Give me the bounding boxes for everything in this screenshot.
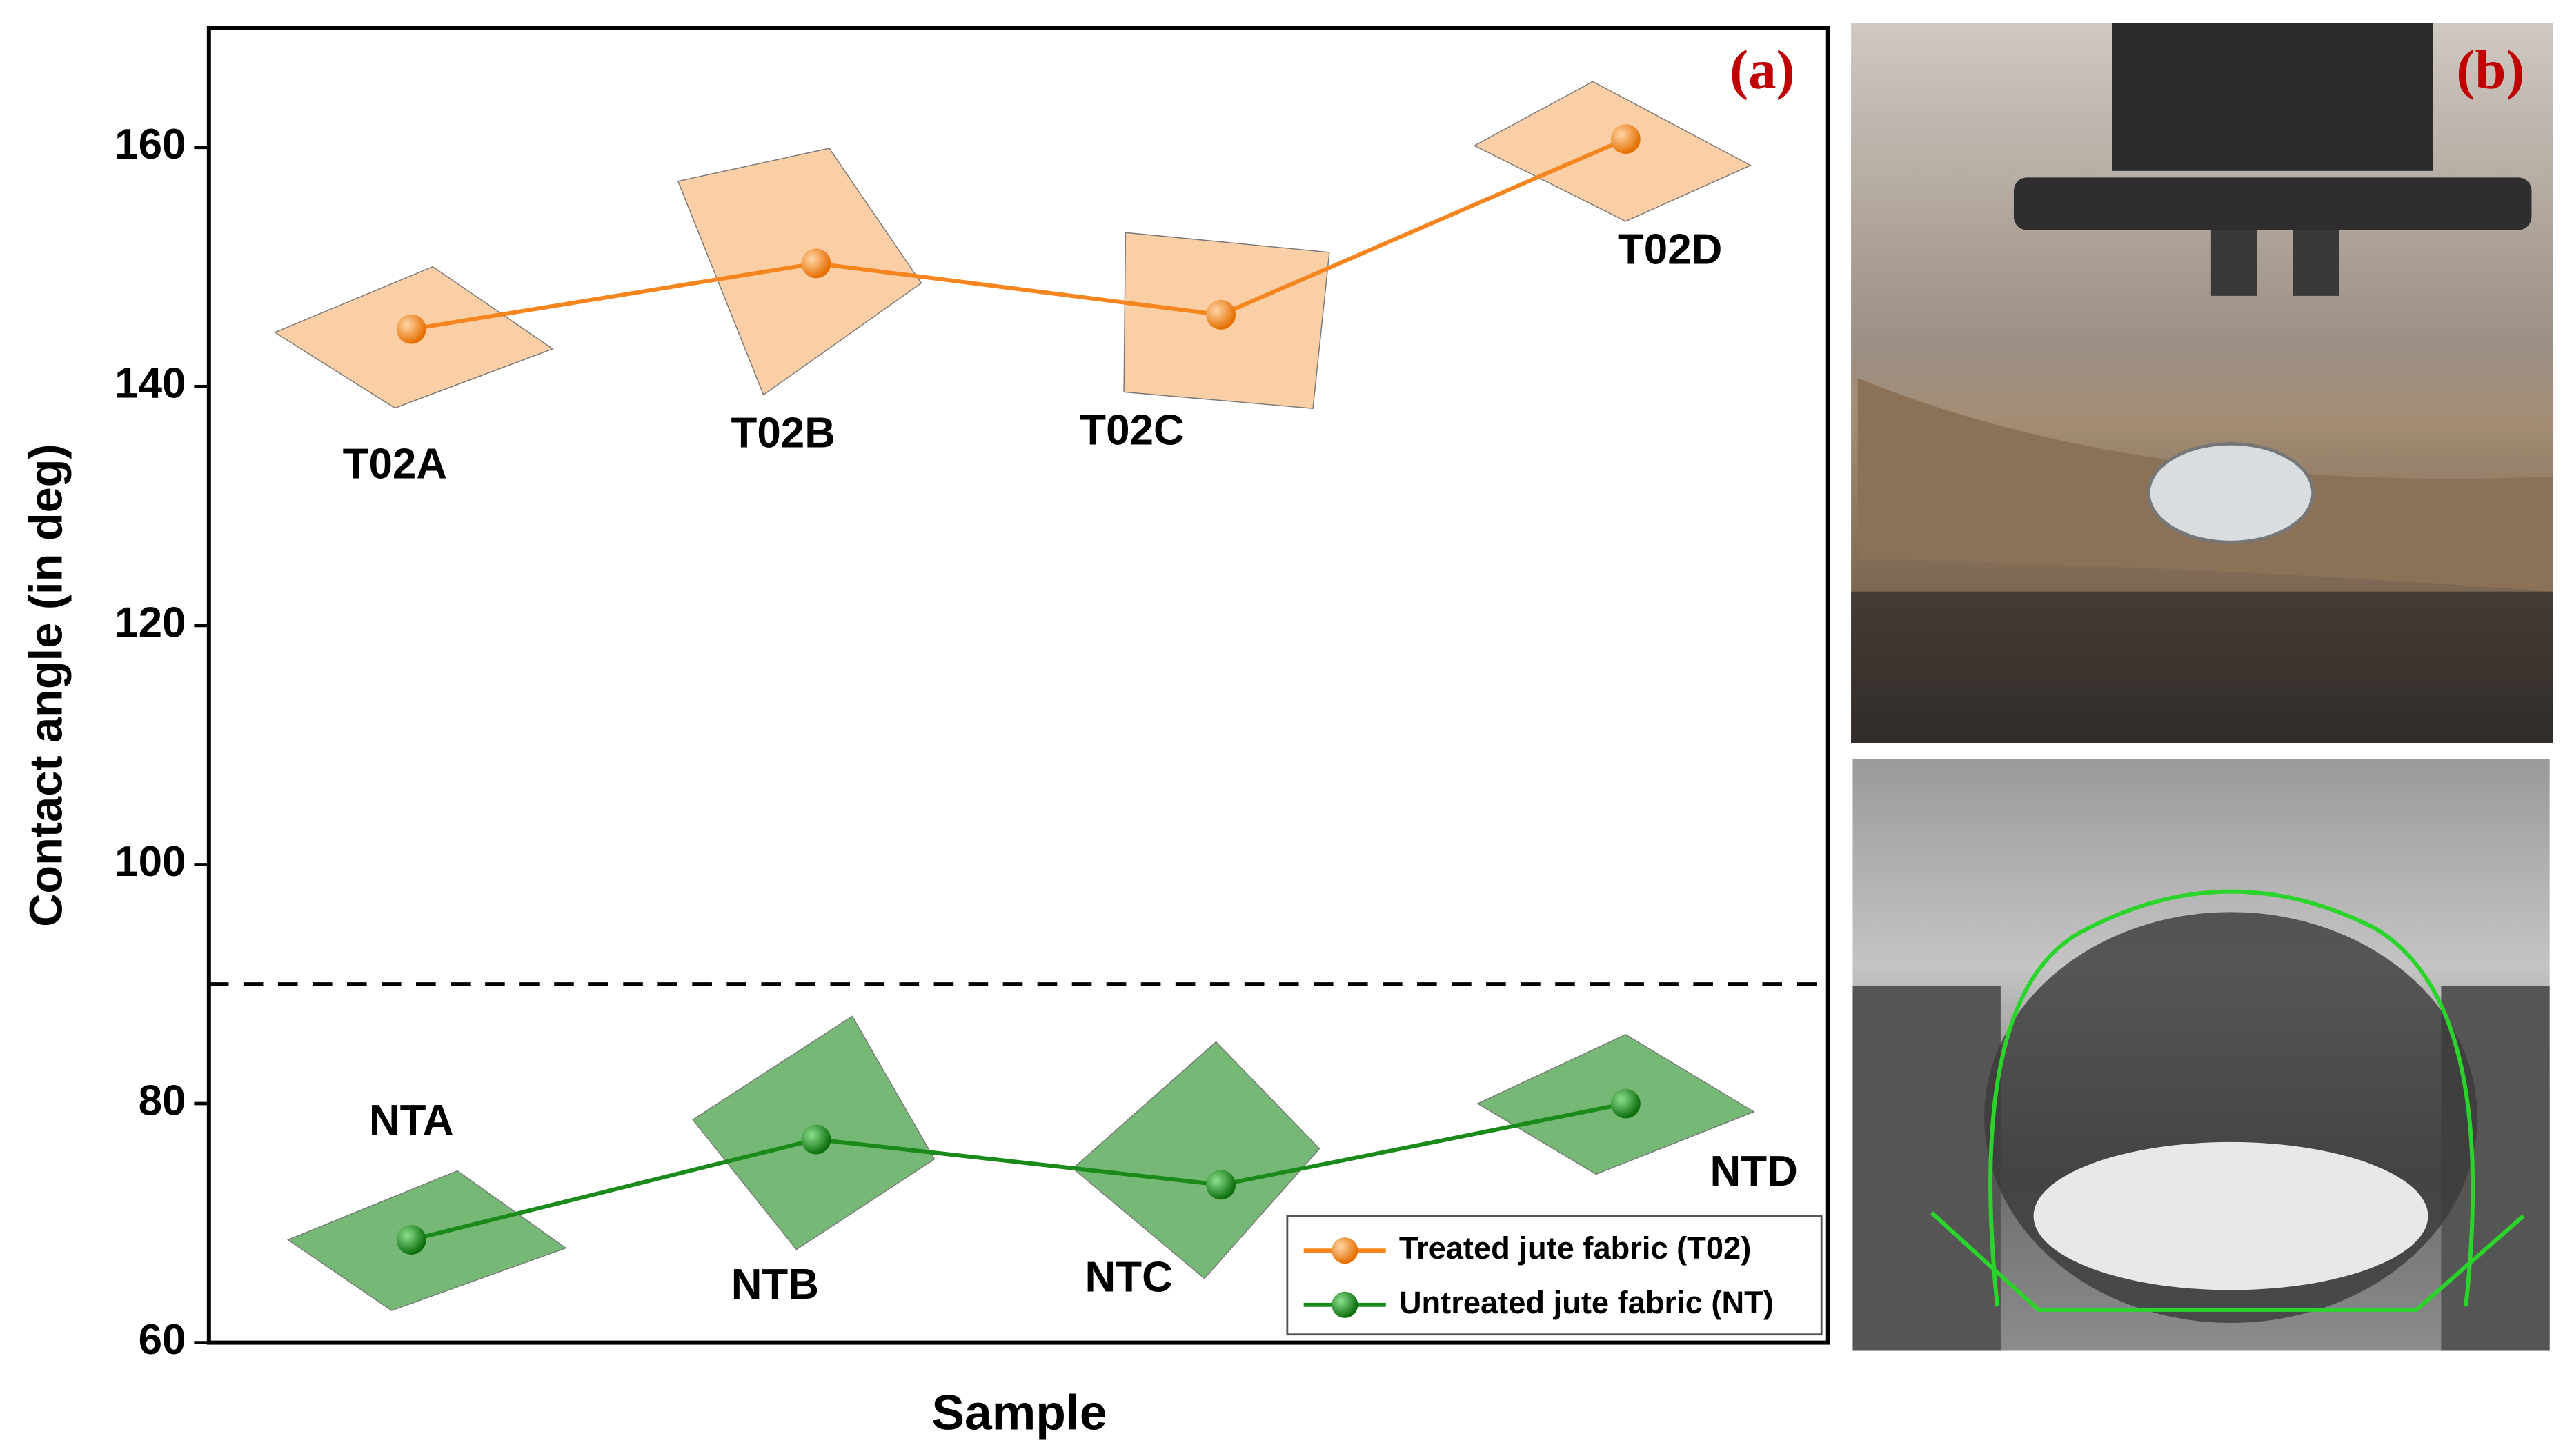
highlight-diamond bbox=[1473, 81, 1752, 222]
plot: 60 80 100 120 140 160 T02A T02B T02C T02D NTA NTB NT… bbox=[115, 81, 1828, 1364]
point bbox=[1610, 1088, 1641, 1119]
point bbox=[396, 1225, 426, 1255]
legend-marker bbox=[1332, 1291, 1358, 1318]
point bbox=[801, 248, 831, 279]
point-label: NTC bbox=[1085, 1253, 1173, 1301]
point-label: T02A bbox=[343, 441, 447, 488]
photo-top bbox=[1851, 23, 2553, 743]
legend: Treated jute fabric (T02) Untreated jute … bbox=[1286, 1215, 1823, 1336]
point bbox=[801, 1124, 831, 1155]
y-tick-label: 160 bbox=[115, 121, 186, 168]
y-tick-label: 80 bbox=[139, 1077, 186, 1124]
y-tick-label: 60 bbox=[139, 1316, 186, 1364]
legend-marker bbox=[1332, 1237, 1358, 1264]
point-label: T02B bbox=[731, 409, 835, 457]
point-label: NTB bbox=[731, 1261, 819, 1308]
legend-label: Untreated jute fabric (NT) bbox=[1399, 1285, 1774, 1320]
y-tick-label: 140 bbox=[115, 360, 186, 408]
point-label: T02C bbox=[1080, 406, 1184, 454]
series-line bbox=[410, 137, 1627, 332]
y-axis-label: Contact angle (in deg) bbox=[21, 443, 72, 926]
legend-label: Treated jute fabric (T02) bbox=[1399, 1230, 1751, 1266]
y-tick-label: 100 bbox=[115, 838, 186, 886]
point-label: NTA bbox=[369, 1097, 454, 1144]
point bbox=[396, 314, 426, 344]
highlight-diamond bbox=[677, 148, 922, 396]
point-label: NTD bbox=[1710, 1148, 1798, 1195]
point bbox=[1206, 299, 1236, 330]
point bbox=[1610, 124, 1641, 154]
series-line bbox=[410, 1101, 1626, 1242]
panel-label: (a) bbox=[1730, 39, 1794, 101]
photo-bottom bbox=[1852, 759, 2550, 1351]
y-tick-label: 120 bbox=[115, 599, 186, 646]
panel-label: (b) bbox=[2456, 39, 2524, 101]
x-axis-label: Sample bbox=[931, 1386, 1107, 1441]
plot-frame bbox=[206, 26, 1830, 1345]
highlight-diamond bbox=[1072, 1041, 1320, 1279]
point-label: T02D bbox=[1618, 226, 1722, 273]
point bbox=[1206, 1170, 1236, 1200]
highlight-diamond bbox=[287, 1170, 567, 1311]
